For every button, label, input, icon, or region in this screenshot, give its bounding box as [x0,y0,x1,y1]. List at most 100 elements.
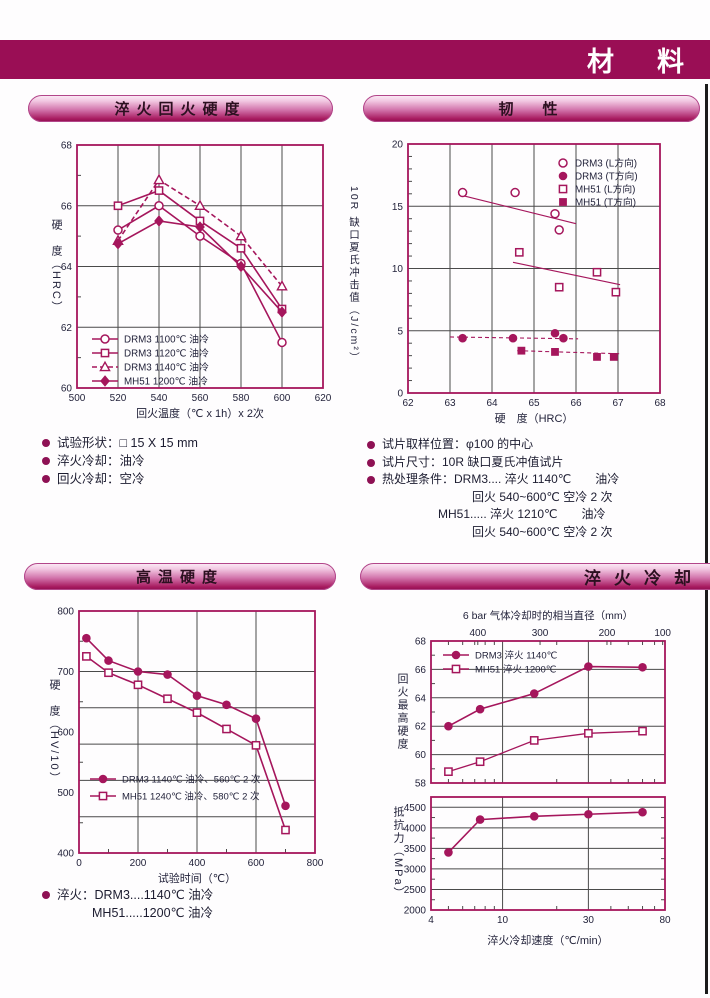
chart-circle [558,171,568,181]
toughness-chart: 62 63 64 65 66 67 68 0 5 10 15 20 DRM3 (L方向) DRM3 (T方… [345,133,685,433]
chart-text: 64 [61,262,73,273]
chart-path [194,199,206,211]
bullet-icon [367,441,375,449]
quench-temper-hardness-chart: 500 520 540 560 580 600 620 60 62 64 66 68 DRM3 1100… [40,133,340,429]
note-item: MH51..... 淬火 1210℃ 油冷 [367,506,619,524]
chart-circle [104,656,113,665]
section-title-toughness: 韧 性 [363,95,700,122]
chart-path [236,260,246,273]
chart-text: 560 [192,393,209,404]
chart-text: 540 [151,393,168,404]
chart-text: 400 [57,849,74,860]
chart-text: 4500 [404,803,427,814]
chart-text: 300 [532,628,549,639]
chart-text: 800 [57,607,74,618]
chart-text: 200 [599,628,616,639]
chart-text: 58 [415,779,427,790]
x-axis-label: 试验时间（℃） [157,873,237,885]
chart-circle [510,187,520,198]
notes-toughness: 试片取样位置：φ100 的中心 试片尺寸：10R 缺口夏氏冲值试片 热处理条件：DR… [367,436,619,541]
note-item: 回火 540~600℃ 空冷 2 次 [367,524,619,542]
chart-rect [558,184,568,194]
y-axis-label: 硬 度（HRC） [50,218,62,314]
chart-canvas: 0 200 400 600 800 400 500 600 700 800 DRM3 1140℃ 油… [57,607,323,870]
notes-quench-temper: 试验形状：□ 15 X 15 mm 淬火冷却：油冷 回火冷却：空冷 [42,434,198,488]
note-item: 淬火冷却：油冷 [42,452,198,470]
chart-polyline [85,655,287,831]
chart-circle [82,633,91,643]
chart-canvas-top: 58 60 62 64 66 68 400 300 200 100 DRM3 淬火 1140℃ MH5… [415,628,672,790]
section-title-text: 韧 性 [498,101,565,118]
chart-circle [457,187,468,198]
chart-line [512,261,621,286]
chart-text: 66 [61,201,73,212]
chart-text: 62 [402,398,414,409]
chart-circle [154,201,164,211]
note-text: 试验形状：□ 15 X 15 mm [57,436,198,450]
chart-text: DRM3 1100℃ 油冷 [124,332,209,345]
chart-rect [430,796,666,911]
chart-rect [517,346,526,355]
chart-text: 10 [392,264,404,275]
note-text: MH51.....1200℃ 油冷 [92,906,214,920]
chart-line [460,194,577,225]
note-text: 试片尺寸：10R 缺口夏氏冲值试片 [382,454,564,469]
note-text: 回火 540~600℃ 空冷 2 次 [472,524,613,539]
chart-text: DRM3 1140℃ 油冷、560℃ 2 次 [122,773,261,785]
chart-rect [76,144,324,389]
page-edge-line [705,84,708,994]
chart-path [154,215,164,227]
chart-text: 700 [57,667,74,678]
y-axis-label: 10R 缺口夏氏冲击值（J/cm²） [348,186,360,365]
chart-rect [100,348,110,358]
chart-rect [82,652,91,661]
chart-circle [444,721,453,731]
chart-circle [529,689,539,698]
chart-text: 62 [415,722,427,733]
chart-circle [451,650,461,660]
chart-circle [550,208,560,219]
chart-text: 0 [397,389,403,400]
note-item: 回火 540~600℃ 空冷 2 次 [367,489,619,507]
note-item: 试片尺寸：10R 缺口夏氏冲值试片 [367,454,619,472]
chart-text: 30 [583,915,595,926]
chart-circle [529,812,539,821]
chart-rect [514,247,524,257]
chart-rect [584,728,593,738]
chart-rect [251,740,261,750]
section-title-high-temp-hardness: 高温硬度 [24,563,336,590]
chart-text: 64 [486,398,498,409]
chart-text: 3500 [404,844,427,855]
chart-text: 60 [415,750,427,761]
chart-circle [554,225,564,235]
chart-text: DRM3 淬火 1140℃ [475,649,558,661]
chart-text: 0 [76,858,82,869]
chart-rect [154,186,164,195]
section-title-text: 淬火冷却 [584,569,704,588]
chart-rect [609,352,618,361]
chart-circle [558,158,568,168]
note-item: MH51.....1200℃ 油冷 [42,904,213,922]
y-axis-label-top: 回火最高硬度 [396,673,408,751]
chart-rect [444,767,453,776]
chart-text: 4000 [404,823,427,834]
chart-circle [281,801,290,811]
chart-rect [593,352,601,361]
note-text: 淬火：DRM3....1140℃ 油冷 [57,888,214,902]
chart-text: 2500 [404,885,427,896]
chart-circle [133,667,143,676]
chart-circle [277,337,287,348]
chart-text: DRM3 (T方向) [575,169,638,182]
chart-canvas-bottom: 4 10 30 80 2000 2500 3000 3500 4000 4500 [404,796,671,926]
chart-rect [407,143,661,394]
chart-text: 580 [233,393,250,404]
page-title: 材 料 [587,47,692,77]
chart-canvas: 500 520 540 560 580 600 620 60 62 64 66 68 DRM3 1100… [61,141,332,405]
chart-rect [236,243,246,253]
chart-polyline [85,637,287,807]
chart-rect [529,736,539,745]
chart-rect [638,726,647,736]
chart-text: 200 [130,858,147,869]
chart-path [113,237,123,250]
note-item: 淬火：DRM3....1140℃ 油冷 [42,886,213,904]
